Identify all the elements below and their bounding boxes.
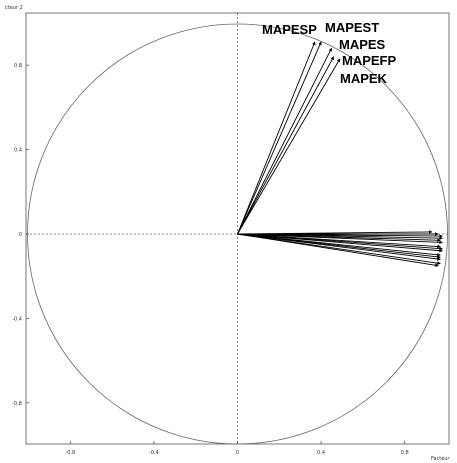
x-tick-label: 0.8 [401,450,409,456]
x-axis-label: Facteur [431,456,450,462]
axis-ticks: -0.8 -0.4 0 0.4 0.8 0.8 0.4 0 -0.4 -0.8 [12,63,408,456]
y-tick-label: -0.4 [12,316,22,322]
x-tick-label: 0.4 [317,450,325,456]
vector-label-mapek: MAPEK [340,71,388,86]
variable-vector [237,233,439,267]
vector-label-mapefp: MAPEFP [342,53,397,68]
variable-vector [237,233,443,253]
y-tick-label: 0 [19,232,22,238]
variable-vector-mapest [237,41,322,235]
variable-vector [237,233,441,261]
labeled-vectors [237,41,341,235]
vector-label-mapesp: MAPESP [262,22,317,37]
x-tick-label: -0.8 [65,450,75,456]
variable-vector [237,233,443,245]
x-tick-label: 0 [236,450,239,456]
vector-label-mapes: MAPES [339,37,386,52]
y-tick-label: -0.8 [12,401,22,407]
y-axis-label: cteur 2 [5,5,23,11]
variable-vector-mapes [237,47,332,235]
vector-label-mapest: MAPEST [325,20,379,35]
x-tick-label: -0.4 [149,450,159,456]
y-tick-label: 0.4 [14,148,22,154]
unlabeled-vectors [237,230,443,267]
variable-vector-mapefp [237,56,335,235]
variable-vector-mapek [237,58,341,235]
y-tick-label: 0.8 [14,63,22,69]
variable-vector-mapesp [237,41,316,235]
